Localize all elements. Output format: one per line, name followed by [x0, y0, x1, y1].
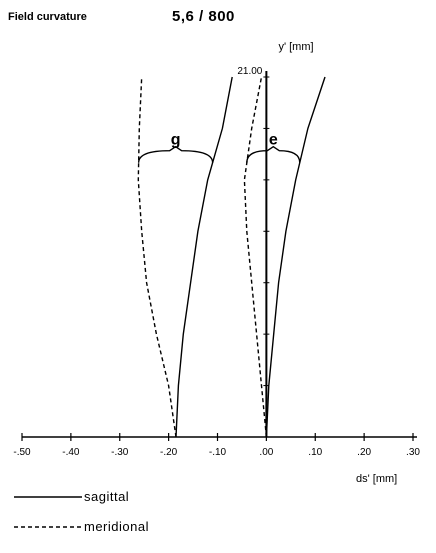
- series-layer: [137, 76, 326, 438]
- chart-subtitle: 5,6 / 800: [172, 8, 235, 25]
- series-line-g-meridional: [137, 76, 177, 438]
- y-axis-label: y' [mm]: [278, 41, 313, 53]
- x-tick-label: -.30: [111, 447, 129, 458]
- x-tick-label: -.40: [62, 447, 80, 458]
- curve-label-e: e: [269, 132, 278, 149]
- x-tick-label: -.50: [13, 447, 31, 458]
- brace-e: [246, 145, 301, 163]
- brace-g: [137, 145, 214, 163]
- x-tick-label: -.20: [160, 447, 178, 458]
- axes: -.50 -.40 -.30 -.20 -.10 .00 .10 .20 .30 ds' [mm]…: [13, 41, 420, 485]
- x-tick-label: .10: [308, 447, 322, 458]
- x-tick-label: -.10: [209, 447, 227, 458]
- legend-label-sagittal: sagittal: [84, 489, 129, 504]
- series-line-e-sagittal: [265, 76, 326, 438]
- legend: sagittal meridional: [14, 489, 149, 534]
- curve-label-g: g: [171, 132, 181, 149]
- legend-label-meridional: meridional: [84, 519, 149, 534]
- series-line-g-sagittal: [175, 76, 233, 438]
- series-line-e-meridional: [243, 76, 268, 438]
- y-max-label: 21.00: [237, 66, 262, 77]
- chart-title: Field curvature: [8, 11, 87, 23]
- x-tick-label: .00: [259, 447, 273, 458]
- x-tick-label: .30: [406, 447, 420, 458]
- x-tick-label: .20: [357, 447, 371, 458]
- x-axis-label: ds' [mm]: [356, 473, 397, 485]
